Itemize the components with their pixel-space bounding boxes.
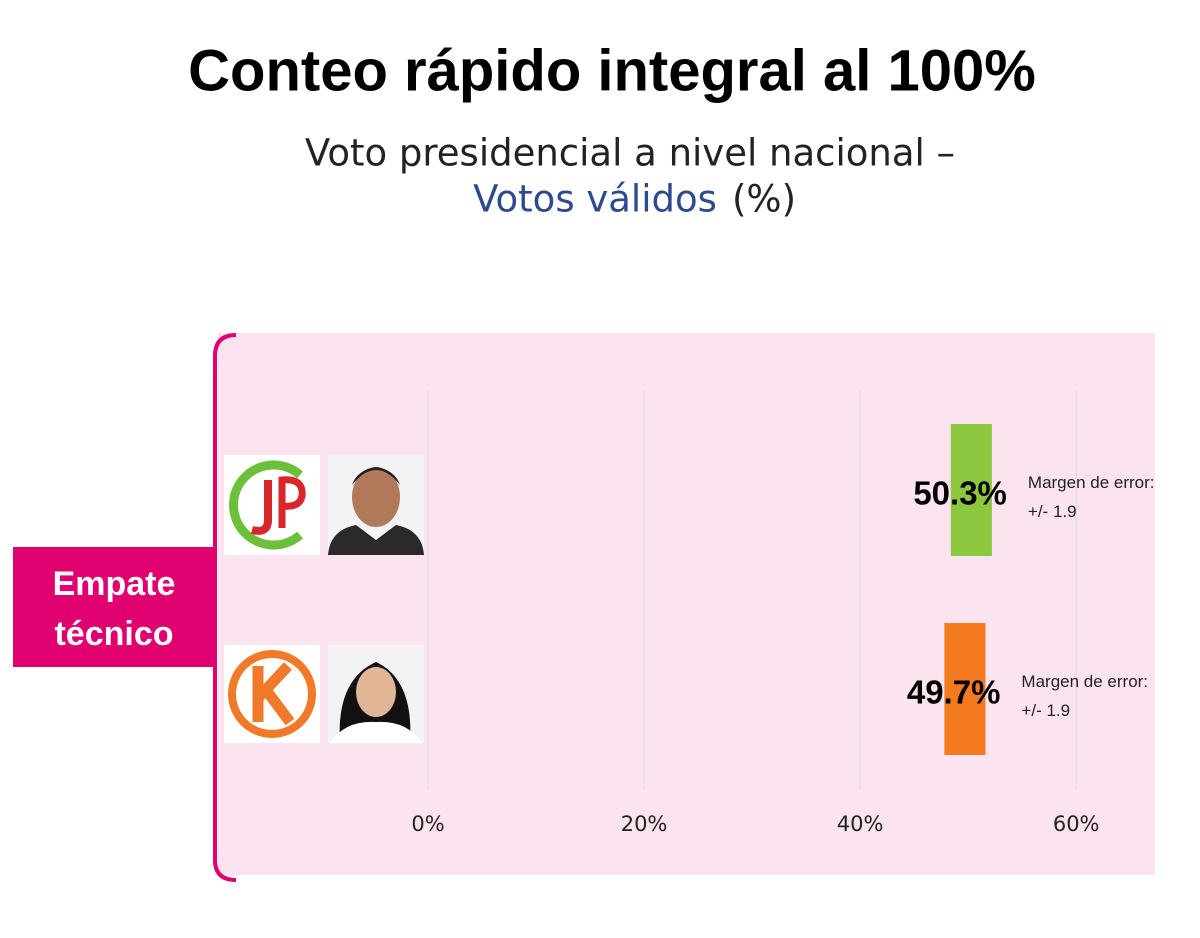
photo-1 [328,455,424,555]
value-label: 50.3% [913,475,1007,512]
x-tick-label: 20% [621,812,668,836]
plot-background [218,333,1155,875]
error-label: Margen de error: +/- 1.9 [1021,672,1149,720]
photo-2 [328,645,424,743]
subtitle-highlight: Votos válidos [473,178,717,221]
annotation-box [13,547,215,667]
subtitle-unit: (%) [732,178,796,221]
error-label: Margen de error: +/- 1.9 [1027,473,1155,521]
x-tick-label: 0% [411,812,444,836]
annotation: Empate técnico [52,565,176,653]
annotation-holder: Empate técnico [52,565,176,653]
subtitle: Voto presidencial a nivel nacional – [305,132,955,175]
logo-k [224,645,320,743]
x-tick-label: 60% [1053,812,1100,836]
bar [950,424,992,556]
chart-title: Conteo rápido integral al 100% [188,38,1036,103]
value-label: 49.7% [907,674,1001,711]
bar [944,623,986,755]
x-tick-label: 40% [837,812,884,836]
logo-jp [224,455,320,555]
